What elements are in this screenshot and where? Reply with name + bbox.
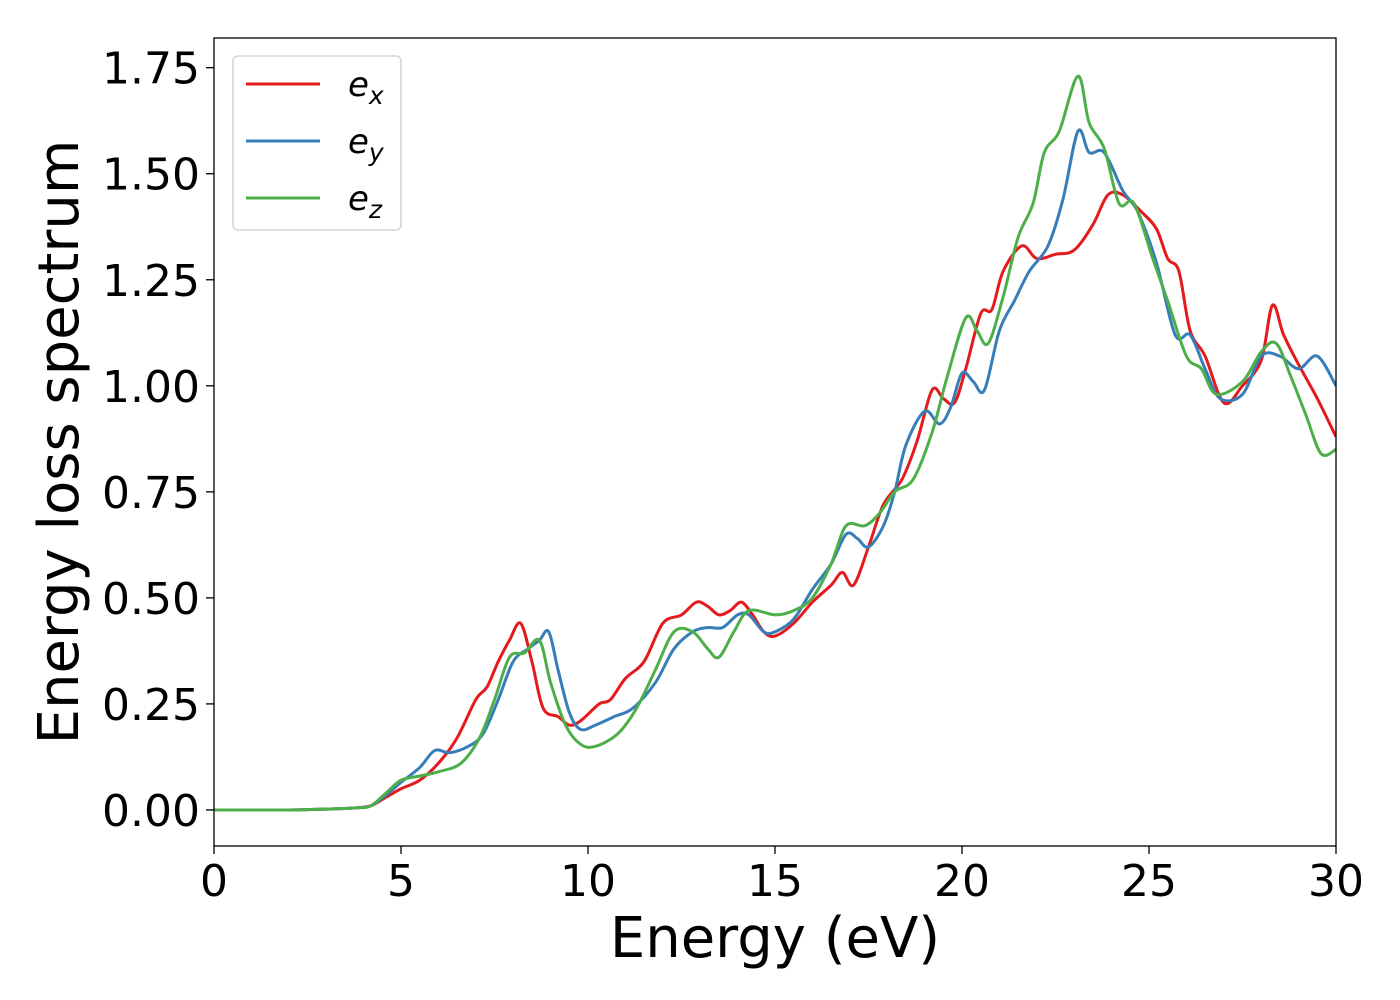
y-tick-label: 0.75 xyxy=(102,468,200,519)
y-tick-label: 0.00 xyxy=(102,786,200,837)
series-layer xyxy=(214,74,1336,812)
y-axis: 0.00 0.25 0.50 0.75 1.00 1.25 1.50 1.75 xyxy=(102,44,214,837)
legend-label-ex: ex xyxy=(348,65,384,110)
x-tick-label: 15 xyxy=(747,856,803,907)
x-axis: 0 5 10 15 20 25 30 xyxy=(200,846,1364,907)
x-tick-label: 20 xyxy=(934,856,990,907)
legend-box xyxy=(232,55,402,231)
x-axis-title: Energy (eV) xyxy=(610,906,940,971)
x-tick-label: 25 xyxy=(1121,856,1177,907)
y-tick-label: 1.25 xyxy=(102,256,200,307)
x-tick-label: 5 xyxy=(387,856,415,907)
legend-label-ey: ey xyxy=(348,122,385,167)
y-tick-label: 1.50 xyxy=(102,150,200,201)
y-axis-title: Energy loss spectrum xyxy=(27,140,92,745)
series-line-ey xyxy=(214,128,1336,812)
legend: ex ey ez xyxy=(232,55,402,231)
series-line-ex xyxy=(214,190,1336,812)
x-tick-label: 30 xyxy=(1308,856,1364,907)
y-tick-label: 0.25 xyxy=(102,680,200,731)
y-tick-label: 0.50 xyxy=(102,574,200,625)
y-tick-label: 1.75 xyxy=(102,44,200,95)
series-line-ez xyxy=(214,74,1336,812)
x-tick-label: 0 xyxy=(200,856,228,907)
x-tick-label: 10 xyxy=(560,856,616,907)
legend-label-ez: ez xyxy=(348,179,383,224)
y-tick-label: 1.00 xyxy=(102,362,200,413)
